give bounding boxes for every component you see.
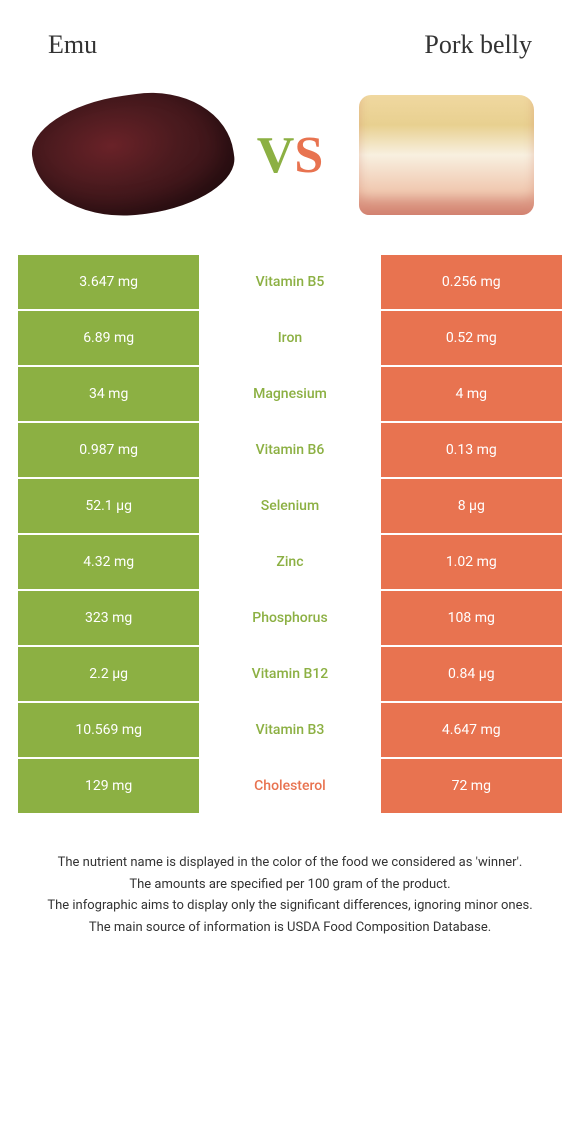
cell-left-value: 34 mg: [18, 367, 199, 421]
cell-right-value: 0.84 µg: [381, 647, 562, 701]
cell-left-value: 2.2 µg: [18, 647, 199, 701]
cell-nutrient-label: Vitamin B12: [199, 647, 380, 701]
cell-right-value: 0.256 mg: [381, 255, 562, 309]
cell-nutrient-label: Phosphorus: [199, 591, 380, 645]
cell-nutrient-label: Selenium: [199, 479, 380, 533]
footer-notes: The nutrient name is displayed in the co…: [18, 813, 562, 937]
cell-left-value: 4.32 mg: [18, 535, 199, 589]
table-row: 129 mgCholesterol72 mg: [18, 759, 562, 813]
cell-nutrient-label: Vitamin B5: [199, 255, 380, 309]
cell-right-value: 4 mg: [381, 367, 562, 421]
nutrient-table: 3.647 mgVitamin B50.256 mg6.89 mgIron0.5…: [18, 255, 562, 813]
table-row: 34 mgMagnesium4 mg: [18, 367, 562, 421]
vs-row: VS: [18, 85, 562, 255]
vs-label: VS: [257, 126, 323, 185]
cell-right-value: 108 mg: [381, 591, 562, 645]
cell-right-value: 1.02 mg: [381, 535, 562, 589]
title-right: Pork belly: [424, 30, 532, 60]
table-row: 6.89 mgIron0.52 mg: [18, 311, 562, 365]
table-row: 10.569 mgVitamin B34.647 mg: [18, 703, 562, 757]
vs-s: S: [294, 127, 323, 184]
table-row: 4.32 mgZinc1.02 mg: [18, 535, 562, 589]
cell-nutrient-label: Vitamin B6: [199, 423, 380, 477]
footer-line: The infographic aims to display only the…: [33, 896, 547, 916]
cell-nutrient-label: Vitamin B3: [199, 703, 380, 757]
cell-right-value: 0.13 mg: [381, 423, 562, 477]
cell-left-value: 0.987 mg: [18, 423, 199, 477]
footer-line: The main source of information is USDA F…: [33, 918, 547, 938]
footer-line: The nutrient name is displayed in the co…: [33, 853, 547, 873]
cell-left-value: 6.89 mg: [18, 311, 199, 365]
cell-left-value: 129 mg: [18, 759, 199, 813]
cell-left-value: 10.569 mg: [18, 703, 199, 757]
cell-left-value: 323 mg: [18, 591, 199, 645]
table-row: 0.987 mgVitamin B60.13 mg: [18, 423, 562, 477]
cell-right-value: 4.647 mg: [381, 703, 562, 757]
table-row: 2.2 µgVitamin B120.84 µg: [18, 647, 562, 701]
cell-right-value: 0.52 mg: [381, 311, 562, 365]
cell-left-value: 3.647 mg: [18, 255, 199, 309]
cell-nutrient-label: Zinc: [199, 535, 380, 589]
table-row: 323 mgPhosphorus108 mg: [18, 591, 562, 645]
cell-nutrient-label: Magnesium: [199, 367, 380, 421]
header: Emu Pork belly: [18, 20, 562, 85]
table-row: 3.647 mgVitamin B50.256 mg: [18, 255, 562, 309]
footer-line: The amounts are specified per 100 gram o…: [33, 875, 547, 895]
cell-left-value: 52.1 µg: [18, 479, 199, 533]
cell-nutrient-label: Iron: [199, 311, 380, 365]
cell-right-value: 8 µg: [381, 479, 562, 533]
table-row: 52.1 µgSelenium8 µg: [18, 479, 562, 533]
cell-nutrient-label: Cholesterol: [199, 759, 380, 813]
vs-v: V: [257, 127, 295, 184]
pork-belly-image: [342, 85, 552, 225]
emu-image: [28, 85, 238, 225]
title-left: Emu: [48, 30, 97, 60]
cell-right-value: 72 mg: [381, 759, 562, 813]
